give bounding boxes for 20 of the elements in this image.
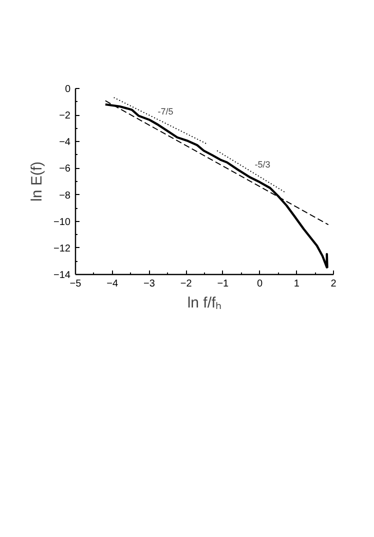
y-tick-label: −12: [54, 243, 71, 254]
x-tick-label: −3: [144, 278, 156, 290]
y-tick-label: 0: [64, 84, 71, 95]
x-tick-label: 2: [330, 278, 337, 290]
y-tick-label: −14: [54, 270, 71, 281]
y-axis-title: ln E(f): [28, 161, 46, 202]
y-tick-label: −8: [59, 190, 71, 202]
x-tick-label: −2: [180, 278, 192, 290]
y-tick-label: −6: [59, 164, 71, 175]
x-tick-label: 1: [294, 278, 300, 290]
y-tick-label: −2: [59, 110, 71, 122]
y-tick-label: −10: [54, 216, 71, 228]
annotation: -7/5: [158, 106, 174, 116]
x-tick-label: 0: [257, 278, 264, 290]
x-tick-label: −1: [217, 278, 230, 290]
y-tick-label: −4: [59, 137, 71, 148]
x-axis-title: ln f/fₕ: [187, 294, 222, 312]
annotation: -5/3: [254, 160, 270, 170]
x-tick-label: −4: [106, 278, 118, 290]
x-tick-label: −5: [70, 278, 82, 290]
